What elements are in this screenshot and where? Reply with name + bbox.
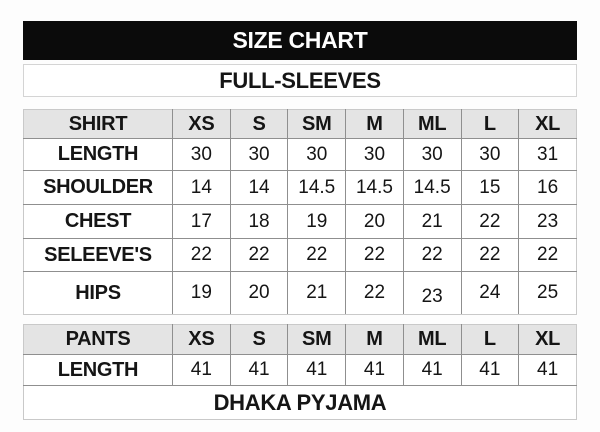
- size-chart-content: SIZE CHART FULL-SLEEVES SHIRT XS S SM M …: [23, 21, 577, 420]
- size-value-cell: 31: [518, 138, 577, 171]
- size-value-cell: 30: [229, 138, 289, 171]
- col-header-xs: XS: [172, 109, 231, 139]
- pants-length-row: LENGTH 41 41 41 41 41 41 41: [23, 354, 577, 386]
- col-header-sm: SM: [287, 109, 347, 139]
- size-value-cell: 24: [460, 271, 520, 315]
- size-value-cell: 23: [402, 271, 462, 315]
- size-value-cell: 22: [172, 238, 231, 272]
- col-header-s: S: [229, 324, 289, 355]
- row-label-hips: HIPS: [23, 271, 173, 315]
- shirt-header-row: SHIRT XS S SM M ML L XL: [23, 109, 577, 139]
- size-value-cell: 18: [229, 204, 289, 239]
- full-sleeves-header: FULL-SLEEVES: [23, 64, 577, 97]
- row-label-shoulder: SHOULDER: [23, 170, 173, 205]
- col-header-pants: PANTS: [23, 324, 173, 355]
- col-header-xs: XS: [172, 324, 231, 355]
- pants-size-table: PANTS XS S SM M ML L XL LENGTH 41 41 41 …: [23, 324, 577, 420]
- size-value-cell: 14.5: [287, 170, 347, 205]
- shirt-shoulder-row: SHOULDER 14 14 14.5 14.5 14.5 15 16: [23, 170, 577, 205]
- size-value-cell: 41: [460, 354, 520, 386]
- size-value-cell: 22: [345, 238, 404, 272]
- shirt-chest-row: CHEST 17 18 19 20 21 22 23: [23, 204, 577, 239]
- col-header-ml: ML: [402, 324, 462, 355]
- row-label-chest: CHEST: [23, 204, 173, 239]
- col-header-shirt: SHIRT: [23, 109, 173, 139]
- size-value-cell: 22: [460, 238, 520, 272]
- full-sleeves-title: FULL-SLEEVES: [219, 67, 381, 93]
- dhaka-pyjama-footer: DHAKA PYJAMA: [23, 385, 577, 420]
- pants-footer-row: DHAKA PYJAMA: [23, 385, 577, 420]
- row-label-length: LENGTH: [23, 138, 173, 171]
- pants-header-row: PANTS XS S SM M ML L XL: [23, 324, 577, 355]
- col-header-m: M: [345, 324, 404, 355]
- size-value-cell: 41: [229, 354, 289, 386]
- size-value-cell: 21: [402, 204, 462, 239]
- shirt-hips-row: HIPS 19 20 21 22 23 24 25: [23, 271, 577, 315]
- size-value-cell: 14: [172, 170, 231, 205]
- size-value-cell: 30: [460, 138, 520, 171]
- col-header-m: M: [345, 109, 404, 139]
- size-value-cell: 19: [287, 204, 347, 239]
- col-header-sm: SM: [287, 324, 347, 355]
- size-value-cell: 14: [229, 170, 289, 205]
- size-chart-banner: SIZE CHART: [23, 21, 577, 60]
- size-value-cell: 14.5: [345, 170, 404, 205]
- size-value-cell: 22: [460, 204, 520, 239]
- size-value-cell: 41: [518, 354, 577, 386]
- size-value-cell: 19: [172, 271, 231, 315]
- col-header-xl: XL: [518, 109, 577, 139]
- size-value-cell: 41: [402, 354, 462, 386]
- size-value-cell: 22: [518, 238, 577, 272]
- size-value-cell: 41: [345, 354, 404, 386]
- size-value-cell: 30: [345, 138, 404, 171]
- size-value-cell: 21: [287, 271, 347, 315]
- col-header-s: S: [229, 109, 289, 139]
- size-value-cell: 22: [229, 238, 289, 272]
- size-value-cell: 17: [172, 204, 231, 239]
- row-label-length: LENGTH: [23, 354, 173, 386]
- size-value-cell: 20: [229, 271, 289, 315]
- size-value-cell: 25: [518, 271, 577, 315]
- size-value-cell: 22: [345, 271, 404, 315]
- size-value-cell: 22: [402, 238, 462, 272]
- size-value-cell: 30: [172, 138, 231, 171]
- size-value-cell: 15: [460, 170, 520, 205]
- shirt-size-table: SHIRT XS S SM M ML L XL LENGTH 30 30 30 …: [23, 109, 577, 315]
- shirt-length-row: LENGTH 30 30 30 30 30 30 31: [23, 138, 577, 171]
- shirt-sleeves-row: SELEEVE'S 22 22 22 22 22 22 22: [23, 238, 577, 272]
- col-header-xl: XL: [518, 324, 577, 355]
- size-value-cell: 16: [518, 170, 577, 205]
- size-value-cell: 20: [345, 204, 404, 239]
- size-value-cell: 41: [172, 354, 231, 386]
- col-header-l: L: [460, 109, 520, 139]
- size-value-cell: 30: [287, 138, 347, 171]
- size-value-cell: 14.5: [402, 170, 462, 205]
- size-value-cell: 41: [287, 354, 347, 386]
- size-value-cell: 30: [402, 138, 462, 171]
- size-value-cell: 23: [518, 204, 577, 239]
- size-chart-title: SIZE CHART: [232, 27, 368, 53]
- size-value-cell: 22: [287, 238, 347, 272]
- row-label-sleeves: SELEEVE'S: [23, 238, 173, 272]
- col-header-l: L: [460, 324, 520, 355]
- col-header-ml: ML: [402, 109, 462, 139]
